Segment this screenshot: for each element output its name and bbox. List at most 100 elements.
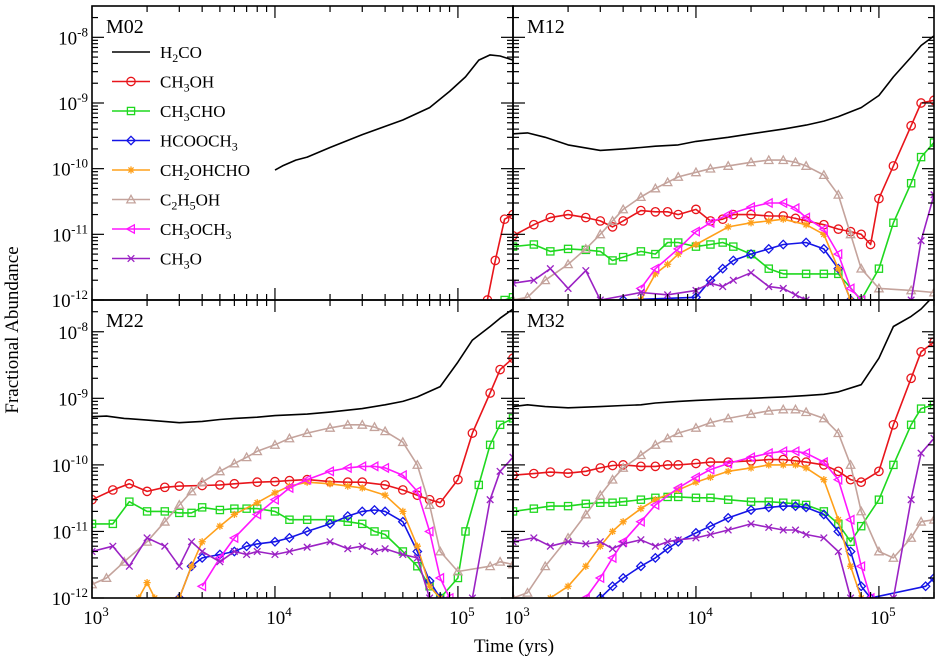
series-c2h5oh [513,403,934,598]
legend-entry-ch3o: CH3O [112,250,202,272]
data-point [196,580,207,592]
legend-entry-h2co: H2CO [112,43,202,65]
data-point [906,178,916,188]
legend-swatch-marker [127,254,135,263]
data-point [820,230,828,238]
data-point [637,505,645,513]
data-point [379,425,391,436]
data-point [745,451,756,463]
data-point [125,497,134,506]
data-point [846,562,855,570]
data-point [326,480,334,488]
data-point [865,239,876,250]
data-point [802,296,810,300]
data-point [618,572,629,584]
data-point [722,412,734,423]
data-point [368,461,379,472]
data-point [344,544,352,553]
data-point [915,516,927,526]
data-point [832,248,843,260]
tick-exponent: -9 [77,90,88,105]
panel-ticks [512,300,935,599]
data-point [906,373,916,384]
data-point [107,485,118,495]
legend-label-sub: 3 [232,140,238,154]
tick-base: 10 [58,28,77,49]
data-point [746,209,756,220]
data-point [251,509,262,520]
data-point [186,561,197,572]
data-point [790,403,801,414]
series-line-h2co [274,54,513,171]
data-point [765,523,773,532]
data-point [833,263,844,274]
data-point [917,449,925,457]
data-point [563,209,573,220]
series-ch2ohcho [135,478,444,598]
data-point [706,530,715,539]
data-point [434,572,445,584]
series-line-hcooch3 [623,241,852,300]
data-point [397,485,408,495]
legend-entry-c2h5oh: C2H5OH [112,191,220,213]
tick-base: 10 [52,456,71,477]
legend-label-sub: 2 [184,169,190,183]
series-ch3och3 [635,197,866,300]
data-point [197,503,207,512]
data-point [672,243,683,255]
data-point [635,516,645,528]
data-point [662,206,673,217]
data-point [649,263,660,274]
series-ch2ohcho [546,461,865,598]
series-h2co [513,35,934,152]
data-point [833,189,844,199]
data-point [705,275,716,286]
series-hcooch3 [618,237,856,300]
data-point [499,214,510,225]
data-point [301,427,313,438]
tick-exponent: -8 [77,24,88,39]
data-point [197,552,208,564]
series-line-ch3oh [513,99,934,246]
data-point [705,457,716,467]
y-tick-label: 10-12 [52,585,88,610]
data-point [618,497,628,506]
data-point [467,428,478,438]
data-point [818,460,829,470]
data-point [691,493,701,503]
data-point [358,542,367,550]
y-tick-label: 10-8 [58,24,88,49]
data-point [344,482,352,490]
data-point [596,542,604,550]
data-point [789,445,800,457]
data-point [545,212,556,223]
data-point [779,215,787,223]
panel-m02-series [274,54,513,300]
series-line-ch3cho [513,141,934,300]
series-ch3cho [513,138,934,300]
data-point [718,238,727,247]
data-point [833,224,844,234]
data-point [662,543,673,554]
tick-exponent: -11 [71,221,88,236]
data-point [546,264,555,273]
data-point [413,561,422,571]
data-point [608,544,617,553]
data-point [635,561,647,572]
legend-label: CH3OH [160,73,214,95]
tick-base: 10 [870,608,889,629]
data-point [856,521,866,531]
data-point [125,562,134,571]
data-point [800,160,812,170]
data-point [833,427,844,438]
data-point [618,216,629,226]
data-point [495,420,505,430]
data-point [468,594,477,598]
data-point [252,538,263,550]
data-point [486,495,494,504]
data-point [874,264,884,273]
data-point [494,556,506,566]
data-point [580,592,590,598]
data-point [596,296,605,300]
data-point [528,468,539,479]
